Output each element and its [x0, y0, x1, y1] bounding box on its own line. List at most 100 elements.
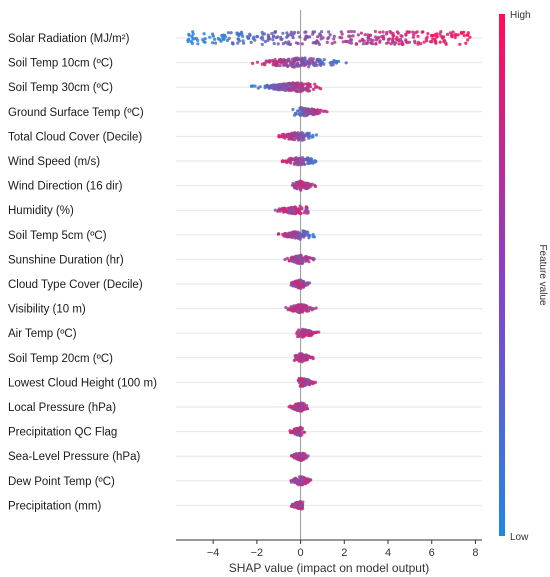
shap-dot	[190, 34, 194, 39]
shap-dot	[298, 87, 302, 91]
shap-dot	[271, 38, 275, 42]
shap-dot	[302, 111, 306, 115]
shap-dot	[302, 211, 306, 215]
shap-dot	[310, 182, 314, 186]
shap-dot	[277, 135, 281, 139]
shap-dot	[213, 37, 217, 42]
shap-dot	[304, 480, 308, 484]
shap-dot	[302, 329, 306, 333]
shap-dot	[300, 483, 305, 487]
shap-dot	[448, 31, 453, 35]
shap-dot	[284, 63, 288, 67]
shap-dot	[284, 61, 288, 65]
x-tick-label: −4	[207, 547, 220, 559]
shap-dot	[294, 181, 299, 185]
shap-dot	[296, 210, 300, 214]
shap-dot	[285, 31, 289, 35]
shap-dot	[298, 457, 302, 462]
beeswarm-dots	[186, 29, 472, 511]
shap-dot	[295, 187, 299, 191]
shap-dot	[211, 41, 215, 45]
shap-dot	[369, 41, 373, 45]
shap-dot	[411, 30, 415, 34]
shap-dot	[305, 113, 309, 117]
shap-dot	[263, 86, 267, 90]
shap-dot	[293, 30, 297, 34]
shap-dot	[296, 504, 300, 508]
shap-dot	[293, 280, 297, 284]
shap-dot	[236, 33, 241, 37]
shap-dot	[236, 41, 240, 45]
shap-dot	[300, 134, 304, 138]
shap-dot	[303, 333, 307, 337]
shap-dot	[458, 42, 462, 46]
shap-dot	[276, 42, 280, 46]
shap-dot	[280, 87, 284, 91]
shap-dot	[227, 36, 231, 41]
shap-dot	[294, 427, 298, 431]
shap-dot	[325, 110, 329, 114]
colorbar-high-label: High	[510, 10, 531, 21]
shap-dot	[301, 500, 305, 504]
shap-dot	[421, 30, 425, 34]
colorbar-gradient	[499, 14, 505, 536]
shap-dot	[290, 84, 295, 88]
shap-dot	[307, 236, 311, 240]
shap-dot	[287, 405, 291, 409]
shap-dot	[332, 37, 336, 41]
shap-dot	[317, 110, 321, 115]
shap-dot	[300, 303, 304, 307]
shap-dot	[277, 86, 281, 90]
shap-dot	[278, 59, 282, 63]
shap-dot	[439, 34, 443, 38]
shap-dot	[289, 480, 294, 484]
shap-dot	[320, 30, 324, 34]
shap-dot	[381, 34, 385, 38]
shap-dot	[297, 133, 301, 137]
shap-dot	[229, 31, 233, 35]
shap-dot	[311, 161, 315, 165]
shap-dot	[241, 39, 245, 43]
shap-dot	[306, 182, 311, 186]
shap-dot	[305, 157, 309, 162]
shap-dot	[306, 255, 310, 260]
shap-dot	[311, 60, 315, 64]
shap-dot	[356, 33, 360, 37]
shap-dot	[202, 32, 206, 36]
shap-dot	[302, 283, 306, 287]
shap-dot	[308, 59, 312, 63]
shap-dot	[299, 377, 303, 381]
shap-dot	[319, 60, 324, 64]
shap-dot	[317, 58, 321, 62]
shap-dot	[251, 37, 255, 41]
shap-dot	[221, 37, 225, 41]
x-tick-label: −2	[251, 547, 264, 559]
shap-dot	[307, 185, 311, 189]
shap-dot	[299, 106, 303, 110]
shap-dot	[292, 505, 297, 509]
shap-dot	[297, 261, 301, 266]
shap-dot	[294, 41, 299, 45]
shap-dot	[239, 30, 244, 34]
shap-dot	[307, 260, 311, 264]
feature-label: Air Temp (ºC)	[8, 328, 77, 340]
shap-dot	[373, 29, 377, 34]
shap-dot	[281, 210, 285, 214]
shap-dot	[347, 30, 351, 34]
shap-dot	[404, 40, 408, 44]
shap-dot	[438, 40, 442, 44]
shap-dot	[295, 480, 299, 484]
shap-dot	[311, 235, 315, 239]
shap-dot	[317, 42, 321, 47]
shap-dot	[382, 37, 386, 41]
shap-dot	[191, 32, 195, 36]
shap-dot	[368, 33, 372, 37]
x-axis-ticks: −4 −2 0 2 4 6 8	[207, 540, 479, 559]
shap-dot	[251, 84, 255, 88]
shap-dot	[352, 30, 356, 34]
shap-dot	[299, 306, 303, 310]
shap-dot	[360, 38, 365, 42]
shap-dot	[303, 157, 307, 161]
shap-dot	[298, 207, 302, 211]
